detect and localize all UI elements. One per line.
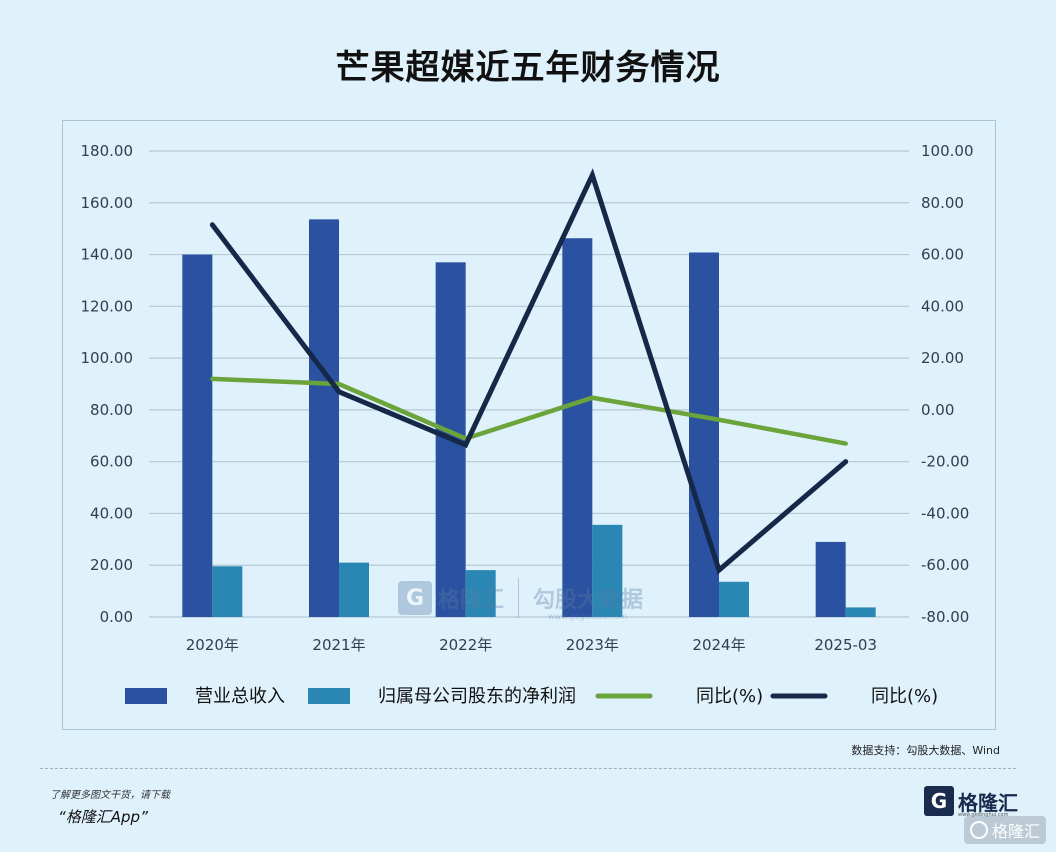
y-right-tick-label: -20.00 [921, 453, 969, 471]
divider [40, 768, 1016, 769]
bar-revenue [562, 238, 593, 617]
legend-revenue-label: 营业总收入 [195, 686, 285, 707]
y-right-tick-label: 20.00 [921, 349, 964, 367]
y-right-tick-label: -40.00 [921, 504, 969, 522]
y-left-tick-label: 80.00 [90, 401, 133, 419]
x-tick-label: 2021年 [312, 636, 365, 654]
legend-yoy-profit-label: 同比(%) [871, 686, 938, 707]
watermark-separator [518, 578, 520, 618]
x-tick-label: 2020年 [186, 636, 239, 654]
y-left-tick-label: 140.00 [81, 246, 134, 264]
corner-badge-text: 格隆汇 [991, 822, 1040, 841]
promo-line-2: “格隆汇App” [58, 808, 148, 826]
bar-net-profit [592, 524, 623, 617]
y-left-tick-label: 180.00 [81, 142, 134, 160]
y-left-tick-label: 20.00 [90, 556, 133, 574]
legend-yoy-revenue-label: 同比(%) [696, 686, 763, 707]
y-left-tick-label: 40.00 [90, 504, 133, 522]
legend-net-profit-swatch [308, 688, 350, 704]
corner-badge-icon [969, 821, 988, 839]
brand-logo-icon: G [924, 786, 954, 816]
watermark-name: 格隆汇 [438, 588, 505, 613]
y-right-tick-label: -60.00 [921, 556, 969, 574]
watermark: G 格隆汇 勾股大数据 www.gogudata.com [398, 578, 644, 621]
bar-net-profit [719, 581, 749, 617]
line-yoy-profit [209, 168, 849, 575]
bar-revenue [309, 219, 339, 617]
bar-net-profit [339, 562, 369, 617]
watermark-name-2: 勾股大数据 [533, 588, 644, 613]
y-right-tick-label: 40.00 [921, 297, 964, 315]
x-tick-label: 2023年 [566, 636, 619, 654]
y-right-tick-label: 100.00 [921, 142, 974, 160]
x-tick-label: 2022年 [439, 636, 492, 654]
data-source: 数据支持：勾股大数据、Wind [851, 744, 1000, 757]
legend-net-profit-label: 归属母公司股东的净利润 [378, 686, 576, 707]
legend-revenue-swatch [125, 688, 167, 704]
bar-revenue [815, 541, 846, 617]
line-yoy-revenue [210, 376, 848, 446]
chart-title: 芒果超媒近五年财务情况 [335, 48, 721, 88]
y-left-tick-label: 60.00 [90, 453, 133, 471]
promo-line-1: 了解更多图文干货，请下载 [50, 790, 170, 801]
brand-url: www.gelonghui.com [958, 812, 1009, 818]
y-right-tick-label: 80.00 [921, 194, 964, 212]
y-left-tick-label: 100.00 [81, 349, 134, 367]
bar-net-profit [845, 607, 876, 617]
y-left-tick-label: 160.00 [81, 194, 134, 212]
corner-badge: 格隆汇 [963, 816, 1046, 844]
x-tick-label: 2025-03 [814, 636, 877, 654]
y-left-tick-label: 120.00 [81, 297, 134, 315]
brand-logo: G 格隆汇 www.gelonghui.com [924, 786, 1018, 818]
bar-revenue [182, 254, 213, 618]
chart-frame: 0.00 20.00 40.00 60.00 80.00 100.00 120.00 140.… [62, 120, 996, 730]
watermark-logo-icon: G [398, 581, 432, 615]
y-right-tick-label: -80.00 [921, 608, 969, 626]
bar-net-profit [465, 570, 496, 617]
x-tick-label: 2024年 [692, 636, 745, 654]
watermark-url: www.gogudata.com [548, 612, 628, 621]
y-right-tick-label: 0.00 [921, 401, 954, 419]
chart-svg: 0.00 20.00 40.00 60.00 80.00 100.00 120.00 140.… [81, 142, 974, 707]
brand-name: 格隆汇 [958, 790, 1018, 815]
y-right-tick-label: 60.00 [921, 246, 964, 264]
y-left-tick-label: 0.00 [100, 608, 133, 626]
bar-net-profit [212, 566, 243, 617]
